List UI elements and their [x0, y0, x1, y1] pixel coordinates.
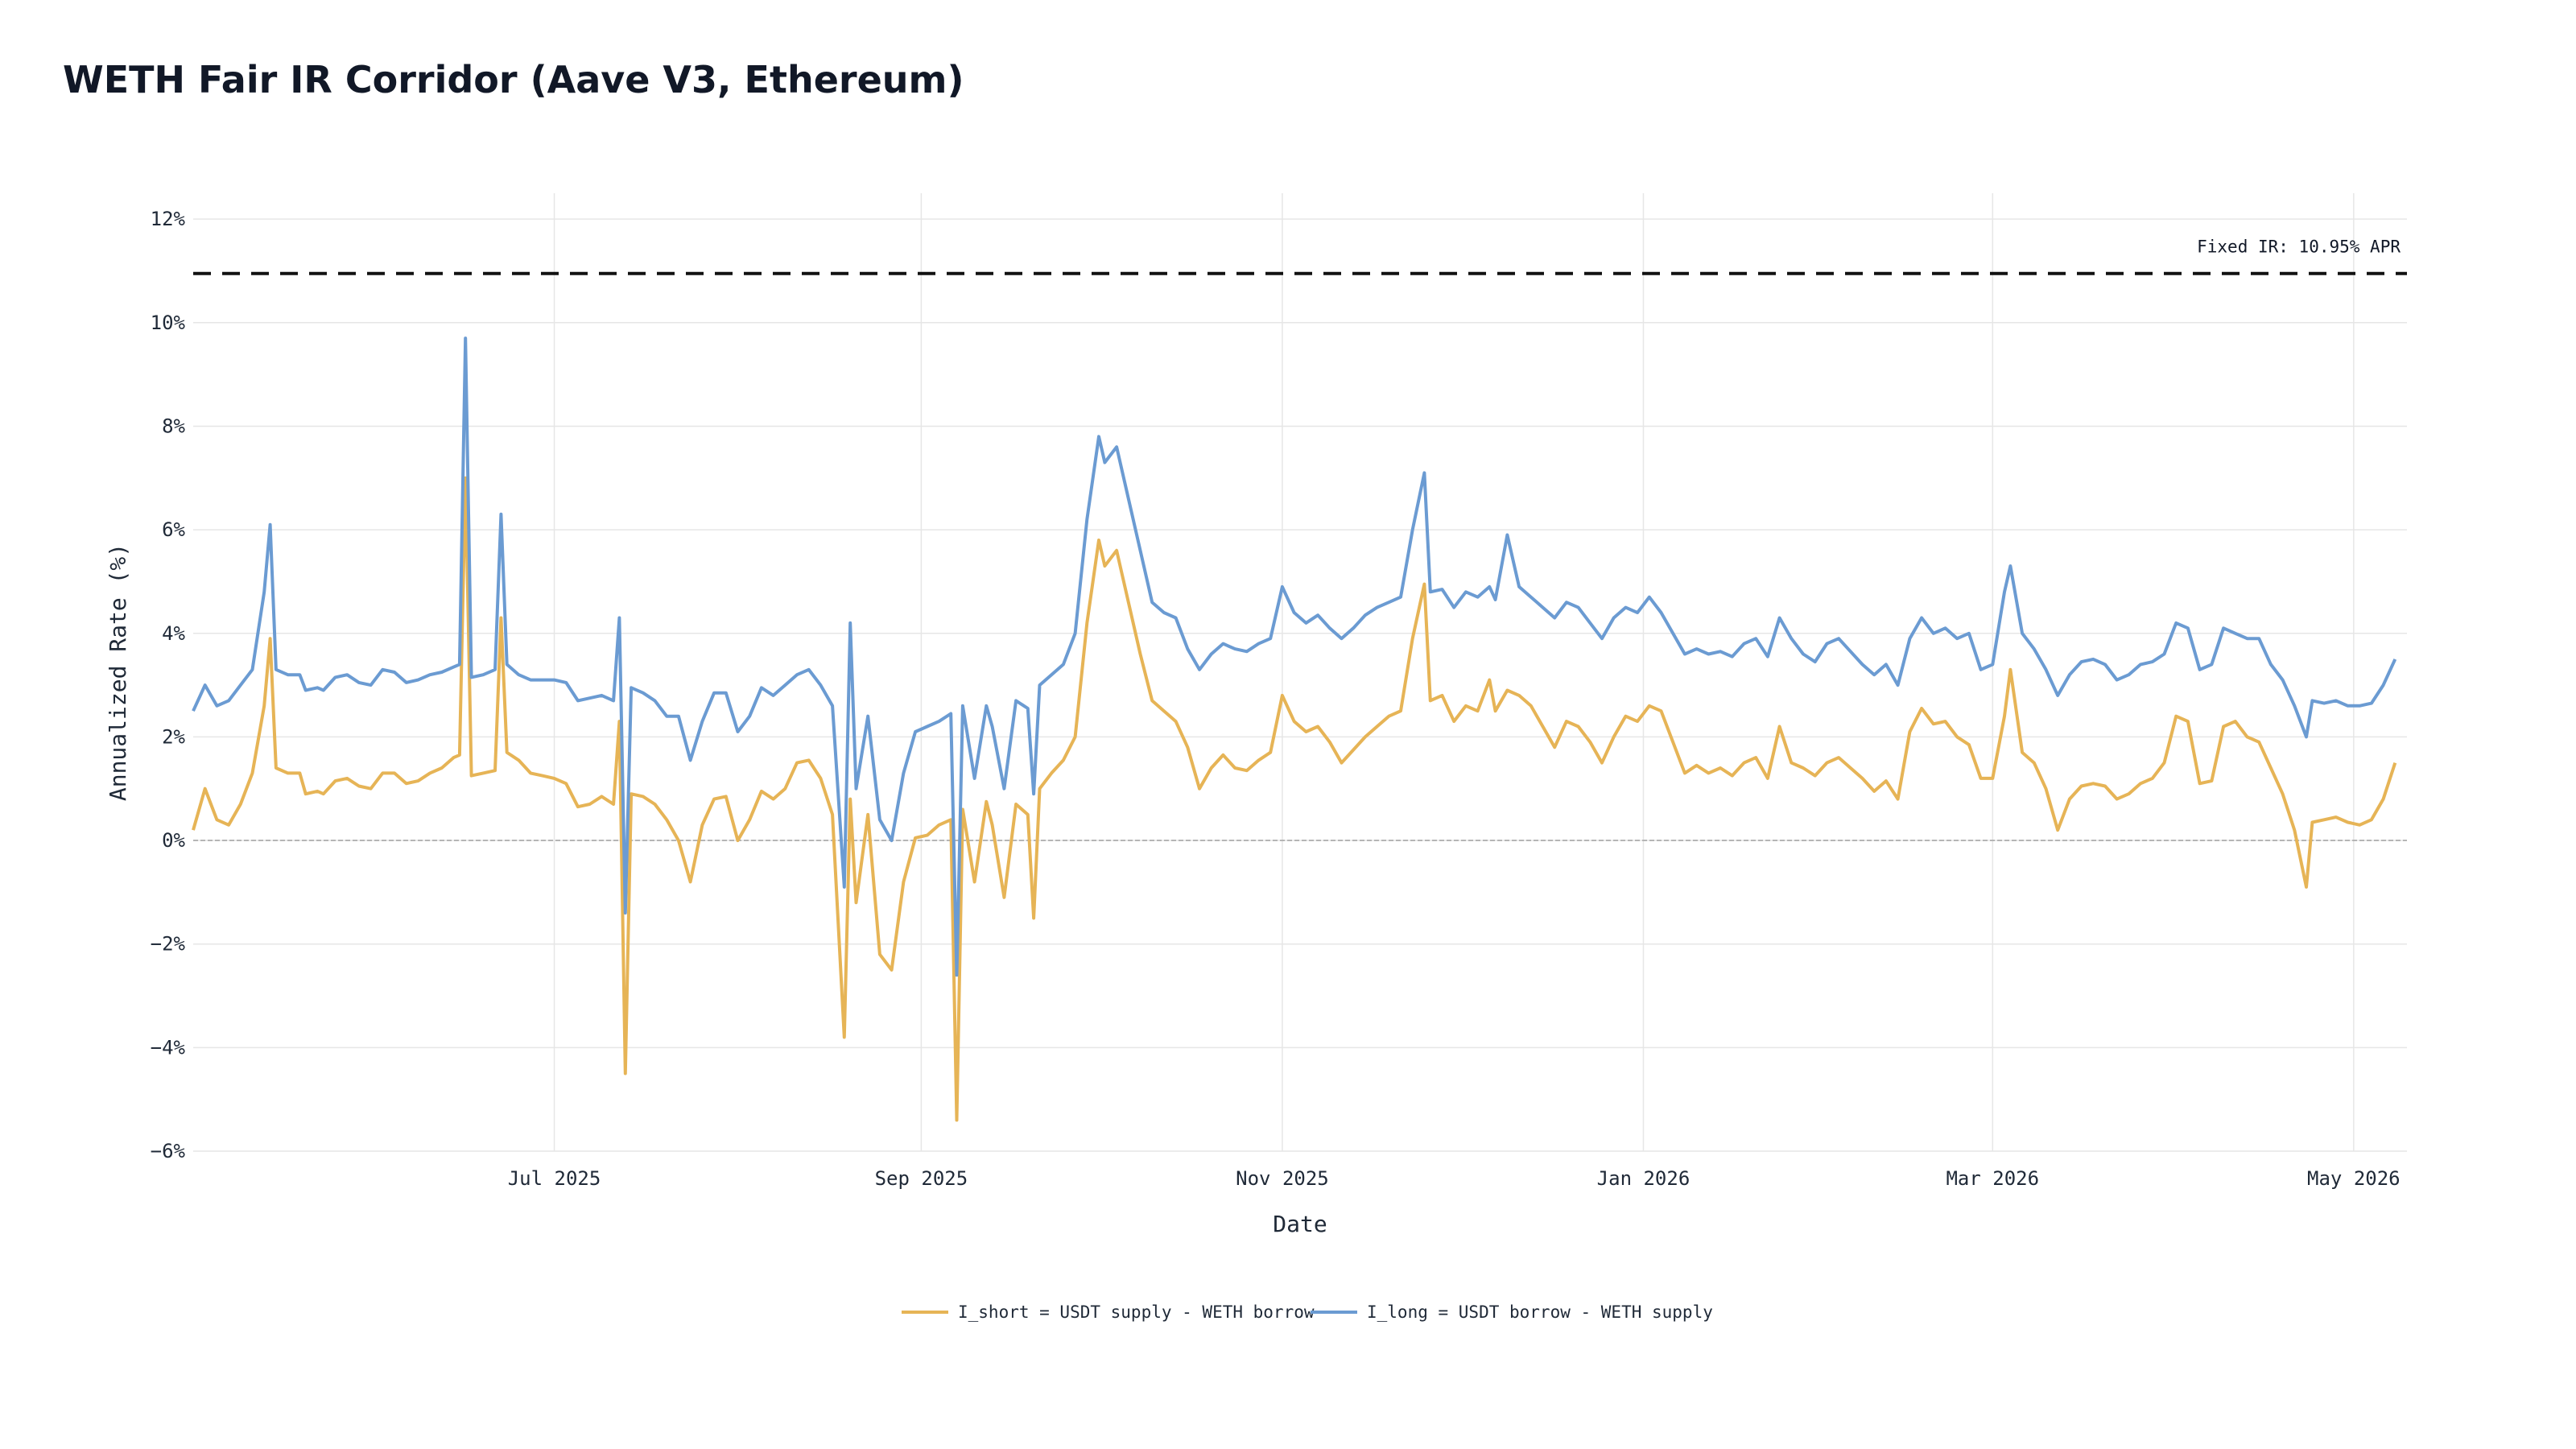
x-tick-label: Mar 2026	[1946, 1167, 2039, 1190]
y-tick-label: −2%	[151, 933, 186, 956]
x-tick-label: May 2026	[2307, 1167, 2401, 1190]
chart-title: WETH Fair IR Corridor (Aave V3, Ethereum…	[63, 58, 964, 101]
y-tick-label: −6%	[151, 1140, 186, 1162]
x-tick-label: Jan 2026	[1597, 1167, 1690, 1190]
series-line-i-long	[192, 336, 2397, 977]
y-tick-label: 4%	[162, 622, 185, 645]
legend: I_short = USDT supply - WETH borrow I_lon…	[902, 1302, 1713, 1322]
y-tick-label: 2%	[162, 725, 185, 748]
x-axis-ticks: Jul 2025 Sep 2025 Nov 2025 Jan 2026 Mar 2026…	[508, 1167, 2401, 1190]
legend-label-i-long: I_long = USDT borrow - WETH supply	[1367, 1302, 1713, 1322]
x-axis-label: Date	[1273, 1211, 1327, 1237]
y-tick-label: 0%	[162, 829, 185, 852]
y-tick-label: 10%	[151, 312, 186, 334]
reference-lines: Fixed IR: 10.95% APR	[193, 237, 2407, 842]
y-tick-label: −4%	[151, 1036, 186, 1059]
x-tick-label: Jul 2025	[508, 1167, 601, 1190]
legend-label-i-short: I_short = USDT supply - WETH borrow	[958, 1302, 1315, 1322]
y-axis-ticks: −6% −4% −2% 0% 2% 4% 6% 8% 10% 12%	[151, 208, 186, 1162]
grid-lines	[193, 193, 2407, 1152]
y-tick-label: 8%	[162, 415, 185, 437]
y-axis-label: Annualized Rate (%)	[105, 543, 131, 801]
x-tick-label: Nov 2025	[1236, 1167, 1329, 1190]
x-tick-label: Sep 2025	[875, 1167, 968, 1190]
fixed-ir-annotation: Fixed IR: 10.95% APR	[2197, 237, 2401, 257]
series-line-i-short	[192, 476, 2397, 1122]
y-tick-label: 6%	[162, 518, 185, 541]
series-group	[192, 336, 2397, 1122]
y-tick-label: 12%	[151, 208, 186, 230]
